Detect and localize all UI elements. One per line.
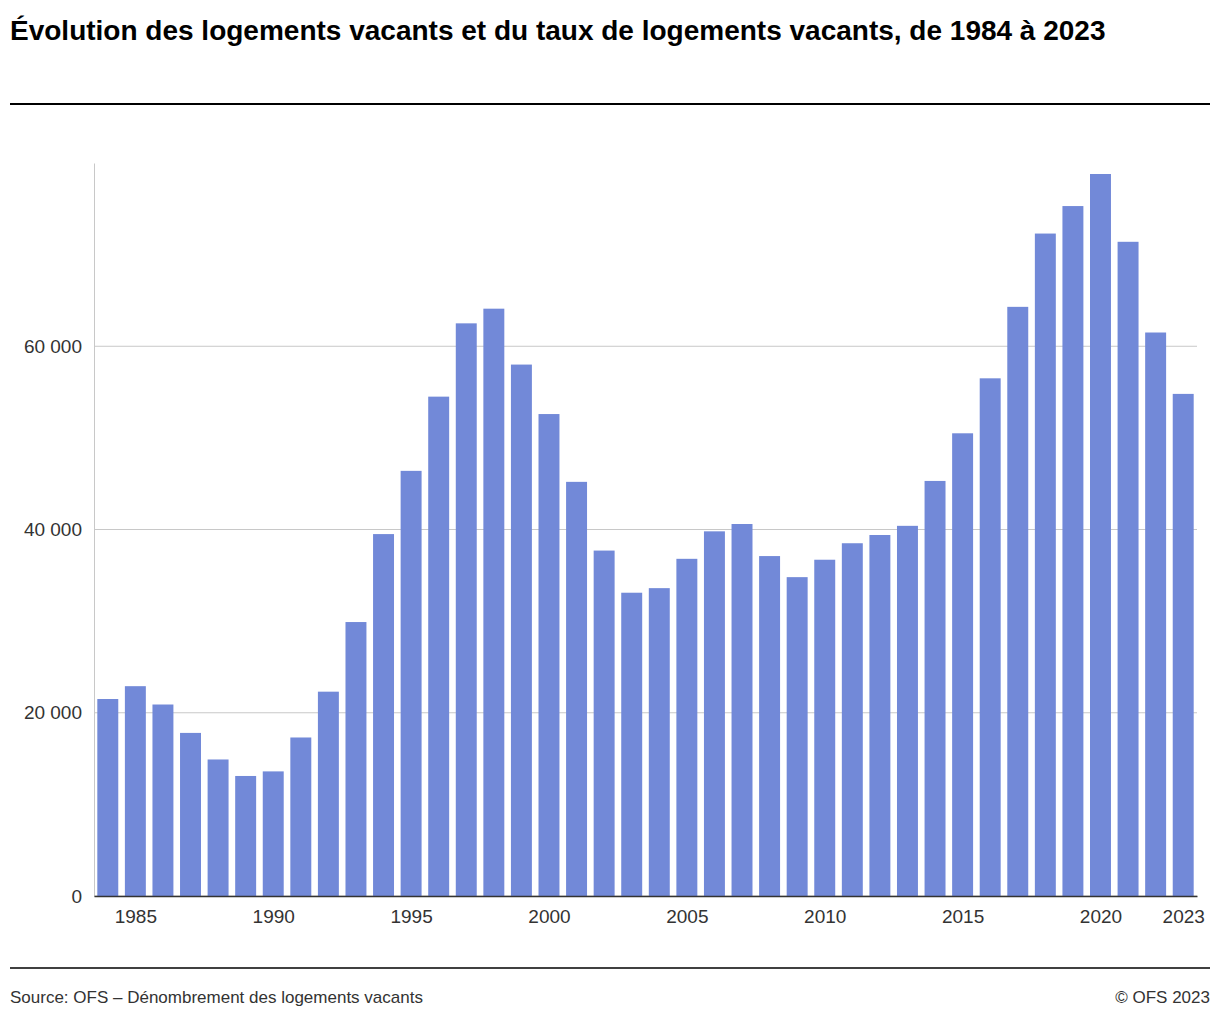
grid-line — [94, 529, 1197, 530]
credit: © OFS 2023 — [1115, 988, 1210, 1007]
bar — [1118, 242, 1139, 896]
x-tick-label: 2010 — [804, 906, 846, 927]
title: Évolution des logements vacants et du ta… — [10, 15, 1106, 46]
bar — [1007, 307, 1028, 896]
bar — [704, 531, 725, 896]
bar — [1090, 174, 1111, 896]
bar — [594, 551, 615, 896]
bar — [345, 622, 366, 896]
y-tick: 0 — [71, 886, 94, 907]
bar — [290, 737, 311, 896]
x-tick: 2023 — [1163, 896, 1205, 927]
bar — [732, 524, 753, 896]
bar — [125, 686, 146, 896]
bar — [511, 365, 532, 896]
bar — [759, 556, 780, 896]
y-tick-label: 0 — [71, 886, 82, 907]
bar — [676, 559, 697, 896]
x-tick: 2000 — [528, 896, 570, 927]
bar — [869, 535, 890, 896]
bar — [263, 771, 284, 896]
bar — [318, 692, 339, 896]
source: Source: OFS – Dénombrement des logements… — [10, 988, 423, 1007]
bar — [814, 560, 835, 896]
x-tick-label: 2020 — [1080, 906, 1122, 927]
bar — [649, 588, 670, 896]
title-rule — [10, 103, 1210, 105]
x-tick: 2005 — [666, 896, 708, 927]
bar — [97, 699, 118, 896]
bar — [566, 482, 587, 896]
x-tick: 1990 — [253, 896, 295, 927]
bar — [980, 378, 1001, 896]
x-tick-label: 2023 — [1163, 906, 1205, 927]
grid — [94, 346, 1197, 896]
bar — [428, 397, 449, 896]
grid-line — [94, 712, 1197, 713]
x-axis: 1985 1990 1995 2000 2005 2010 2015 2020 2023 — [95, 896, 1205, 927]
x-tick-label: 1985 — [115, 906, 157, 927]
bars — [97, 174, 1193, 896]
bar — [483, 309, 504, 896]
y-tick-label: 40 000 — [24, 519, 82, 540]
x-tick: 1985 — [115, 896, 157, 927]
y-tick: 40 000 — [24, 519, 94, 540]
y-tick-label: 20 000 — [24, 702, 82, 723]
bar — [621, 593, 642, 896]
grid-line — [94, 896, 1197, 897]
bar — [235, 776, 256, 896]
x-tick-label: 2005 — [666, 906, 708, 927]
y-tick: 20 000 — [24, 702, 94, 723]
y-axis-line — [94, 164, 95, 897]
bar — [787, 577, 808, 896]
x-tick: 2010 — [804, 896, 846, 927]
bar — [208, 759, 229, 896]
bar — [1062, 206, 1083, 896]
x-tick: 2020 — [1080, 896, 1122, 927]
bar — [180, 733, 201, 896]
bar — [897, 526, 918, 896]
bar — [1035, 234, 1056, 896]
x-tick-label: 2000 — [528, 906, 570, 927]
x-tick-label: 1990 — [253, 906, 295, 927]
x-tick: 2015 — [942, 896, 984, 927]
bar — [373, 534, 394, 896]
bar — [1145, 333, 1166, 896]
bar — [925, 481, 946, 896]
bar — [842, 543, 863, 896]
bar — [401, 471, 422, 896]
y-tick: 60 000 — [24, 336, 94, 357]
bar — [952, 433, 973, 896]
y-axis: 0 20 000 40 000 60 000 — [24, 164, 95, 907]
bar — [152, 705, 173, 896]
x-tick: 1995 — [390, 896, 432, 927]
bar — [456, 323, 477, 896]
grid-line — [94, 346, 1197, 347]
bar — [1173, 394, 1194, 896]
footer-rule — [10, 967, 1210, 969]
y-tick-label: 60 000 — [24, 336, 82, 357]
x-tick-label: 1995 — [390, 906, 432, 927]
x-axis-line — [95, 896, 1198, 898]
bar — [539, 414, 560, 896]
chart: Évolution des logements vacants et du ta… — [0, 0, 1220, 1020]
x-tick-label: 2015 — [942, 906, 984, 927]
